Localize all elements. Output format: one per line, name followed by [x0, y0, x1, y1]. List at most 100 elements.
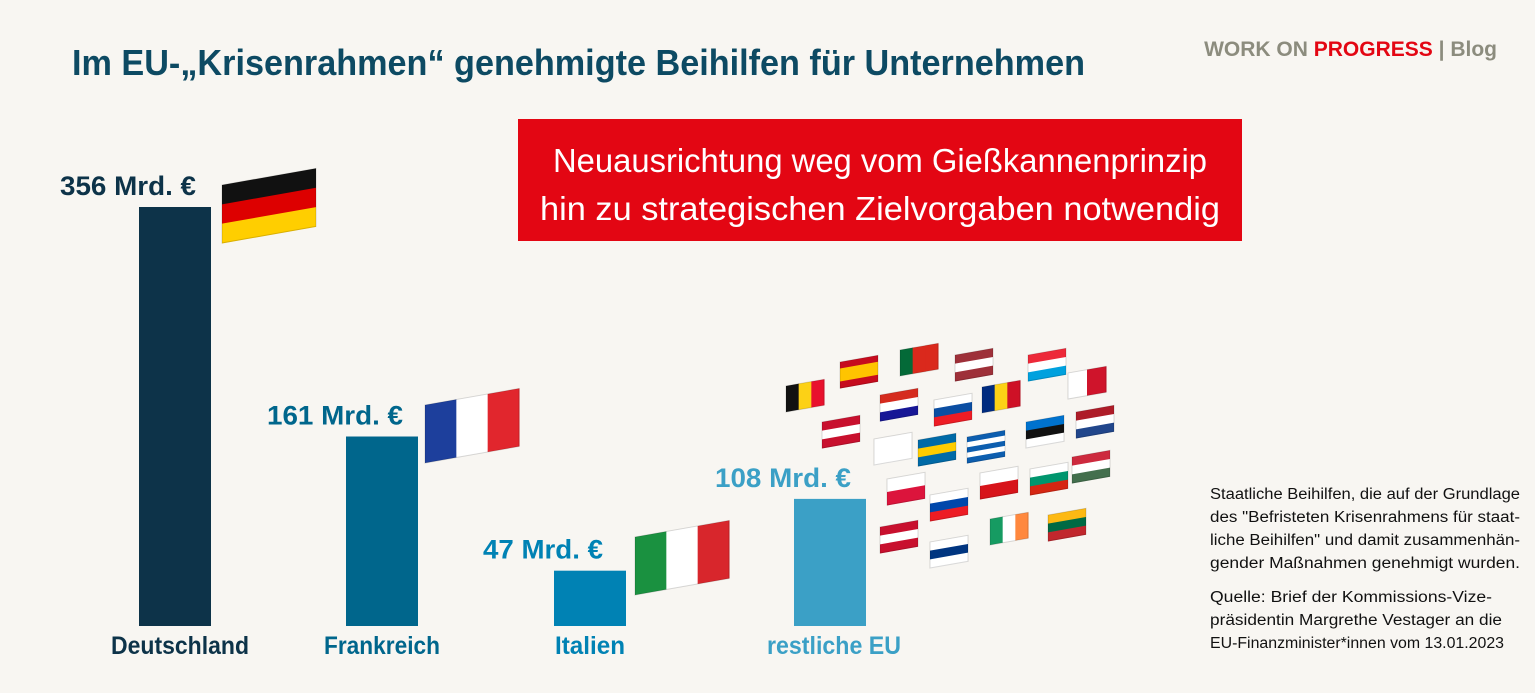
flag-shade	[966, 429, 1006, 464]
note-line: liche Beihilfen" und damit zusammenhän-	[1210, 532, 1520, 549]
flag-stripe	[1087, 366, 1107, 396]
flag-stripe	[840, 374, 878, 389]
flag-stripe	[967, 440, 1005, 454]
flags	[221, 167, 1115, 596]
brand-name: Blog	[1450, 38, 1497, 61]
flag	[821, 414, 861, 449]
callout-line: Neuausrichtung weg vom Gießkannenprinzip	[553, 142, 1207, 179]
flag-stripe	[822, 432, 860, 449]
flag-stripe	[955, 365, 993, 382]
flag-stripe	[880, 537, 918, 554]
flag-stripe	[982, 384, 996, 413]
flag-shade	[1075, 404, 1115, 439]
flag-stripe	[1026, 415, 1064, 432]
flag	[785, 378, 825, 413]
flag-stripe	[1072, 467, 1110, 484]
flag-stripe	[1048, 516, 1086, 533]
flag	[929, 534, 969, 569]
flag-stripe	[666, 525, 699, 590]
bar	[794, 498, 866, 626]
flag	[981, 379, 1021, 414]
notes: Staatliche Beihilfen, die auf der Grundl…	[1210, 486, 1520, 652]
flag-stripe	[1028, 356, 1066, 373]
flag-stripe	[697, 520, 730, 584]
flag-stripe	[222, 168, 316, 205]
flag	[839, 354, 879, 389]
flag-stripe	[786, 383, 800, 412]
flag-stripe	[1068, 369, 1088, 399]
flag-shade	[785, 378, 825, 413]
flag-stripe	[222, 187, 316, 225]
flag	[879, 387, 919, 422]
flag	[933, 392, 973, 427]
flag-shade	[979, 465, 1019, 500]
flag-stripe	[967, 451, 1005, 464]
flag-stripe	[918, 450, 956, 467]
flag-stripe	[930, 552, 968, 569]
flag-stripe	[487, 388, 520, 452]
flag-stripe	[840, 368, 878, 382]
flag-shade	[929, 487, 969, 522]
flag	[979, 465, 1019, 500]
flag-stripe	[1076, 422, 1114, 439]
flag-stripe	[880, 396, 918, 413]
flag	[1075, 404, 1115, 439]
value-label: 108 Mrd. €	[715, 463, 851, 493]
flag-stripe	[1076, 405, 1114, 422]
flag-shade	[989, 511, 1029, 546]
chart-title: Im EU-„Krisenrahmen“ genehmigte Beihilfe…	[72, 42, 1085, 83]
flag-stripe	[955, 356, 993, 373]
category-label: Frankreich	[324, 632, 440, 660]
flag-shade	[933, 392, 973, 427]
flag-stripe	[880, 520, 918, 537]
flag-shade	[873, 431, 913, 466]
flag	[989, 511, 1029, 546]
flag	[1025, 414, 1065, 449]
flag	[917, 432, 957, 467]
flag-shade	[899, 342, 939, 377]
flag	[1029, 461, 1069, 496]
bar	[346, 436, 418, 626]
flag-shade	[1047, 507, 1087, 542]
flag-shade	[879, 519, 919, 554]
flag	[886, 471, 926, 506]
flag-stripe	[1007, 380, 1021, 409]
callout-line: hin zu strategischen Zielvorgaben notwen…	[540, 190, 1220, 227]
flag-shade	[879, 387, 919, 422]
flag-shade	[917, 432, 957, 467]
brand-highlight: PROGRESS	[1314, 38, 1433, 61]
flag-stripe	[811, 379, 825, 408]
source-line: EU-Finanzminister*innen vom 13.01.2023	[1210, 635, 1504, 652]
flag-stripe	[425, 399, 457, 463]
flag-stripe	[1015, 512, 1029, 541]
flag-stripe	[1030, 462, 1068, 479]
value-label: 356 Mrd. €	[60, 171, 196, 201]
flag	[873, 431, 913, 466]
bar	[139, 207, 211, 626]
flag-stripe	[918, 433, 956, 450]
flag	[634, 519, 730, 596]
flag-stripe	[930, 496, 968, 513]
flag-shade	[839, 354, 879, 389]
flag-stripe	[840, 361, 878, 376]
flag-stripe	[994, 382, 1008, 411]
category-label: Deutschland	[111, 632, 249, 660]
brand-prefix: WORK ON	[1204, 38, 1308, 61]
flag-stripe	[874, 445, 912, 466]
flag-stripe	[1076, 413, 1114, 430]
flag-stripe	[822, 423, 860, 440]
flag-stripe	[1030, 479, 1068, 496]
brand: WORK ON PROGRESS | Blog	[1204, 38, 1497, 61]
flag	[954, 347, 994, 382]
flag-stripe	[1072, 450, 1110, 467]
flag-stripe	[930, 535, 968, 552]
flag-stripe	[880, 528, 918, 545]
flag-shade	[424, 387, 520, 464]
flag-stripe	[925, 343, 939, 372]
brand-separator: |	[1439, 38, 1445, 61]
flag-stripe	[840, 355, 878, 369]
flag-shade	[886, 471, 926, 506]
flag-stripe	[955, 348, 993, 365]
flag-stripe	[918, 441, 956, 458]
flag-stripe	[912, 345, 926, 374]
